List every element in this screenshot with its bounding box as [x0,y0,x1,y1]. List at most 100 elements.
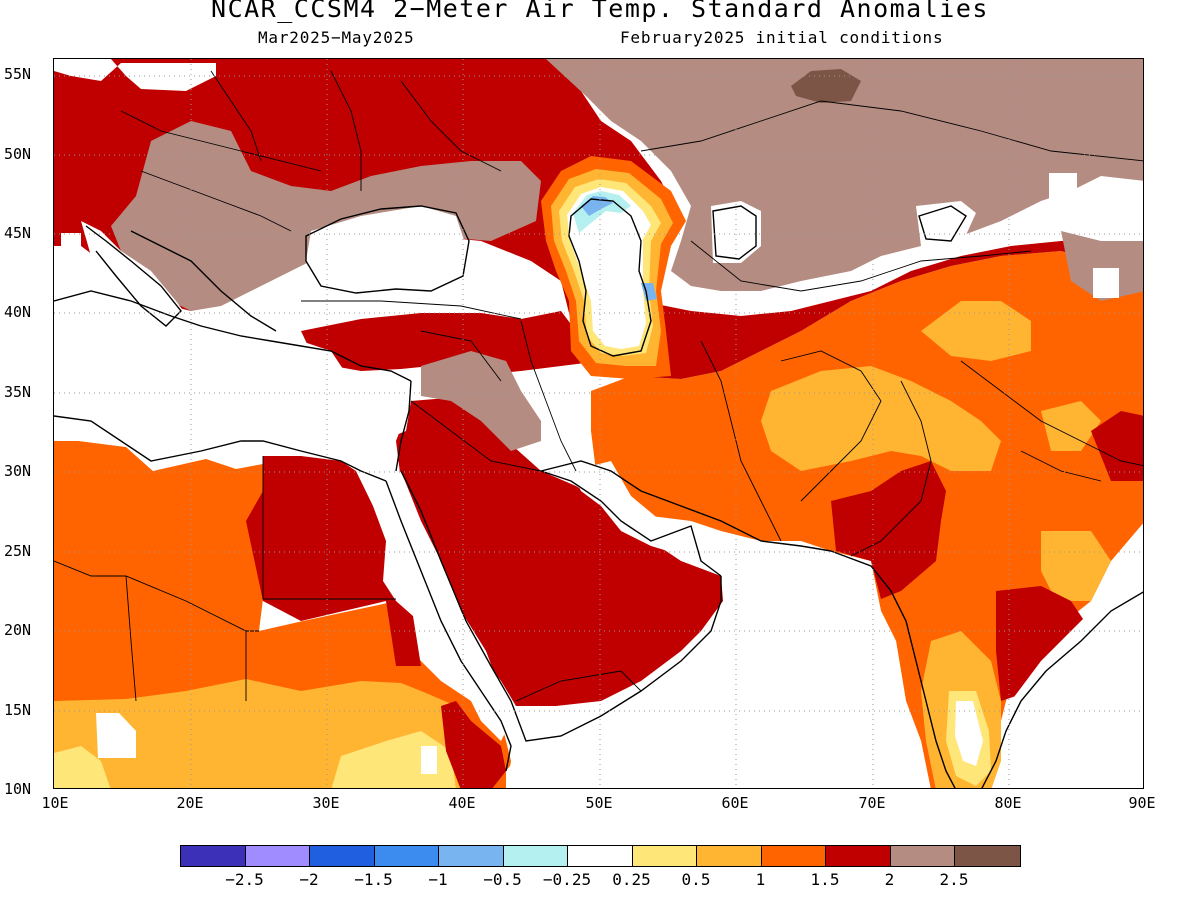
border-niger [54,560,137,702]
asia-anom-1a [761,366,1001,471]
coast-balkhash [918,205,967,242]
legend-swatch [245,846,310,866]
legend-swatch [374,846,439,866]
legend-tick-label: −0.25 [542,870,592,889]
coast-red-sea-west [385,480,512,772]
legend-tick-label: 1.5 [810,870,840,889]
africa-anom-0-5 [54,746,111,788]
legend-swatch [181,846,246,866]
legend-swatch [503,846,568,866]
asia-anom-2-belt [561,241,1143,379]
india-anom-025 [955,701,983,766]
legend-tick-label: −2 [299,870,319,889]
lat-label-30n: 30N [4,462,32,480]
tibet-anom-2 [1091,411,1143,481]
coastlines [54,198,1143,788]
legend-tick-label: 0.5 [681,870,711,889]
arabia-anom-2 [396,396,723,706]
sea-mask-italy [81,221,191,331]
coast-balkans [130,230,277,332]
sea-mask-arabian-sea [506,546,931,788]
africa-anom-2 [246,456,421,666]
sea-mask-red-sea [386,471,511,741]
coast-red-sea-east [400,470,722,742]
border-turkey [301,300,522,320]
europe-anom-2-5 [111,121,541,311]
coast-india-east [981,591,1143,788]
border-kazakh [690,240,1032,292]
coast-africa-north [54,415,387,482]
lat-label-45n: 45N [4,224,32,242]
caspian-ring-0-25 [567,187,651,349]
lon-label-30e: 30E [312,794,340,812]
forecast-period: Mar2025−May2025 [258,28,415,47]
lon-label-10e: 10E [41,794,69,812]
legend-swatch [890,846,955,866]
lat-label-35n: 35N [4,383,32,401]
lat-label-10n: 10N [4,780,32,798]
legend-tick-label: −0.5 [483,870,522,889]
border-afghan-pak [780,350,882,502]
lat-label-50n: 50N [4,145,32,163]
coast-gulf [540,470,722,577]
sea-mask-north [54,59,216,91]
legend-swatch [632,846,697,866]
sea-mask-victoria [421,746,437,774]
coast-levant [395,380,412,472]
sea-mask-east [1049,173,1077,201]
coast-black-sea [305,205,470,294]
coast-aral [712,205,757,260]
coast-med-north [54,290,412,382]
legend-tick-label: 2 [884,870,895,889]
coast-india-west [830,550,956,788]
lon-label-40e: 40E [448,794,476,812]
border-saudi-iraq [410,400,542,472]
coast-italy [85,225,182,327]
lat-label-55n: 55N [4,65,32,83]
border-iran-afghan [700,340,782,542]
color-legend [180,845,1021,867]
border-europe-2 [210,70,262,162]
border-libya-chad [125,575,259,632]
map-title: NCAR_CCSM4 2−Meter Air Temp. Standard An… [211,0,989,23]
turkey-anom-2 [301,311,601,376]
border-europe-4 [400,80,502,172]
anomaly-map [53,58,1144,789]
lon-label-50e: 50E [585,794,613,812]
lat-label-40n: 40N [4,303,32,321]
legend-swatch [697,846,762,866]
lon-label-20e: 20E [176,794,204,812]
asia-anom-1b [921,301,1031,361]
africa-anom-2c [441,701,506,788]
lon-label-80e: 80E [994,794,1022,812]
graticule [54,59,1143,788]
levant-anom-2-5 [421,351,541,451]
legend-swatch [310,846,375,866]
legend-tick-label: 2.5 [939,870,969,889]
legend-tick-label: 0.25 [612,870,651,889]
asia-anom-1d [1041,531,1111,601]
legend-swatch [955,846,1020,866]
border-saudi-yemen [515,670,642,702]
legend-tick-label: −1.5 [354,870,393,889]
pakistan-anom-2 [831,461,946,599]
legend-swatch [568,846,633,866]
lat-label-25n: 25N [4,542,32,560]
sea-mask-med [54,301,411,471]
asia-anom-2-5-b [1061,231,1143,301]
legend-swatch [439,846,504,866]
lon-label-60e: 60E [721,794,749,812]
sea-mask-africa [96,713,136,758]
sea-mask-black-sea [306,206,466,291]
legend-swatch [761,846,826,866]
legend-tick-label: −2.5 [225,870,264,889]
border-syria [420,330,502,382]
coast-caspian [568,198,652,357]
border-russia-kazakh [640,100,1143,162]
sea-mask-gulf [571,461,701,561]
sea-mask-bay-of-bengal [1001,596,1143,788]
border-europe-5 [140,170,292,232]
asia-anom-2-5 [546,59,1143,291]
coast-iran-south [540,460,832,552]
sea-mask-aral [711,201,761,263]
